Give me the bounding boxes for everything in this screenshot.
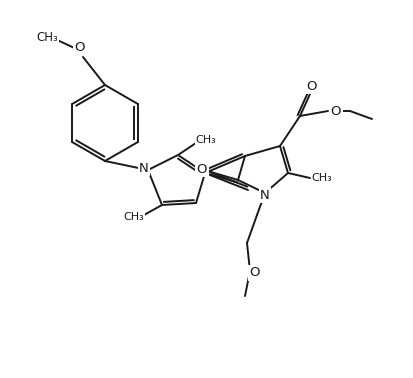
Text: N: N [139, 161, 149, 175]
Text: O: O [249, 266, 260, 279]
Text: O: O [75, 40, 85, 54]
Text: CH₃: CH₃ [311, 173, 332, 183]
Text: O: O [330, 104, 340, 118]
Text: CH₃: CH₃ [123, 212, 144, 222]
Text: CH₃: CH₃ [36, 31, 58, 43]
Text: O: O [306, 79, 316, 93]
Text: N: N [259, 189, 269, 201]
Text: CH₃: CH₃ [195, 135, 216, 145]
Text: O: O [196, 163, 207, 175]
